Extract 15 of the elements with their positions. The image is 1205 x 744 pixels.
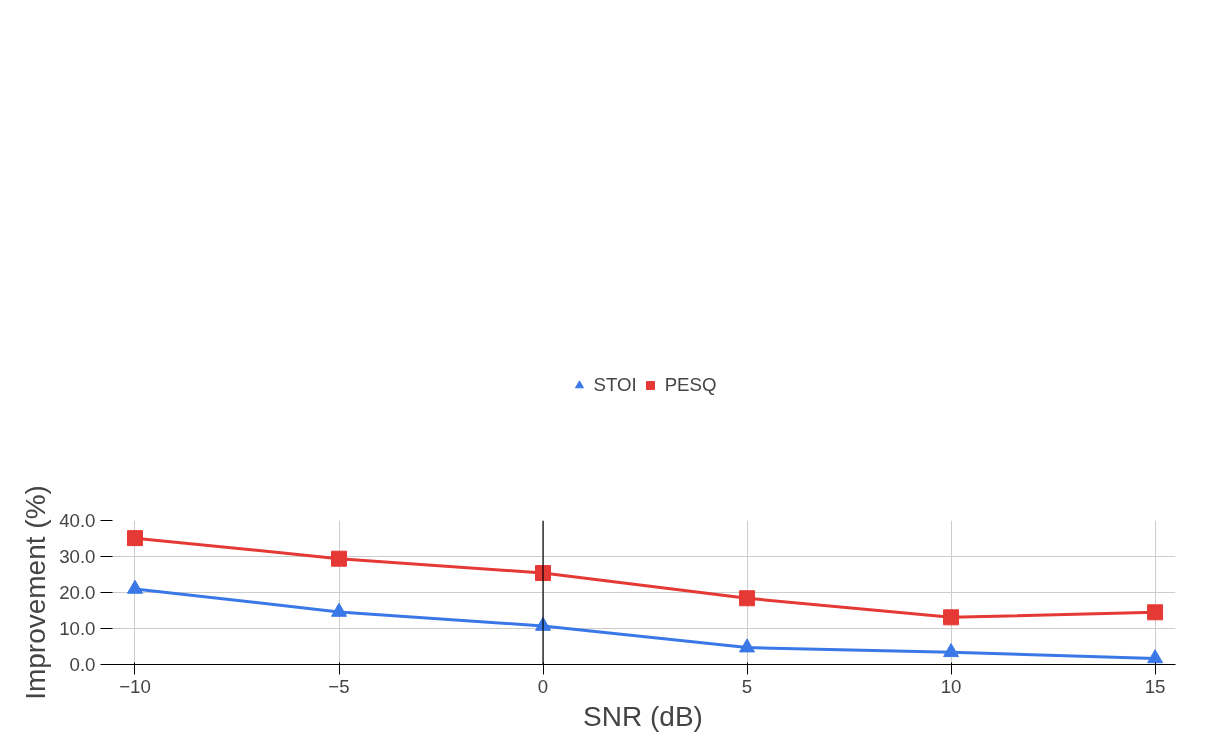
legend-label: STOI <box>593 373 637 396</box>
y-tick-label: 10.0 <box>59 618 96 639</box>
legend-label: PESQ <box>664 373 717 396</box>
x-tick-label: 15 <box>1144 675 1166 697</box>
x-tick-label: 5 <box>741 675 753 697</box>
y-tick-label: 30.0 <box>59 546 96 567</box>
y-tick-label: 20.0 <box>59 582 96 603</box>
y-axis-title: Improvement (%) <box>20 485 52 700</box>
x-tick-label: −5 <box>328 675 350 697</box>
x-axis-title: SNR (dB) <box>583 700 703 732</box>
x-tick-label: −10 <box>119 675 151 697</box>
x-tick-label: 0 <box>537 675 549 697</box>
y-tick-label: 0.0 <box>69 654 96 675</box>
y-tick-label: 40.0 <box>59 510 96 531</box>
x-tick-label: 10 <box>940 675 962 697</box>
